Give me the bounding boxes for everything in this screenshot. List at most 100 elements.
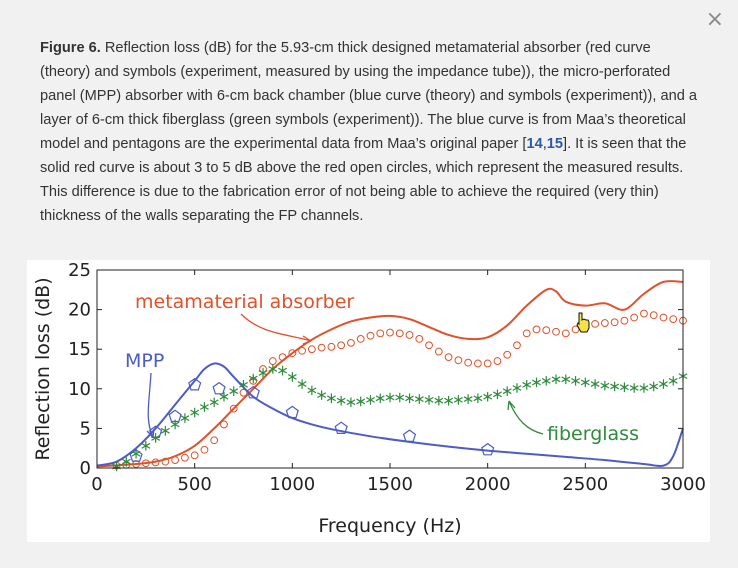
data-point-star <box>160 425 170 436</box>
data-point-star <box>395 392 405 403</box>
data-point-star <box>512 383 522 393</box>
data-point-star <box>483 391 493 402</box>
annotation-arrowhead-metamaterial <box>302 335 312 345</box>
x-tick-label: 1500 <box>367 474 413 495</box>
data-point-circle <box>513 341 521 350</box>
data-point-pentagon <box>246 385 260 399</box>
caption-text-1: Reflection loss (dB) for the 5.93-cm thi… <box>40 40 697 152</box>
data-point-circle <box>405 331 414 339</box>
data-point-circle <box>600 319 609 327</box>
data-point-circle <box>649 311 658 320</box>
annotation-mpp: MPP <box>125 350 164 372</box>
data-point-star <box>356 396 366 407</box>
data-point-star <box>190 407 200 418</box>
close-icon[interactable]: × <box>705 7 724 32</box>
data-point-circle <box>337 341 346 350</box>
data-point-circle <box>532 325 541 334</box>
data-point-circle <box>620 316 629 325</box>
data-point-star <box>659 379 668 389</box>
data-point-star <box>317 390 327 400</box>
annotation-arrowhead-fiberglass <box>507 400 516 411</box>
data-point-circle <box>171 456 180 464</box>
annotation-metamaterial: metamaterial absorber <box>135 291 354 313</box>
data-point-circle <box>444 353 453 362</box>
data-point-circle <box>425 341 433 350</box>
x-tick-label: 500 <box>177 474 211 495</box>
data-point-star <box>405 393 414 404</box>
data-point-circle <box>181 453 189 462</box>
data-point-star <box>580 377 590 388</box>
data-point-circle <box>483 359 492 368</box>
annotation-arrow-mpp <box>147 372 154 438</box>
y-tick-label: 10 <box>68 379 91 400</box>
data-point-circle <box>200 445 209 454</box>
data-point-star <box>492 389 502 400</box>
data-point-star <box>453 395 463 405</box>
data-point-circle <box>151 458 160 467</box>
data-point-star <box>170 419 180 430</box>
data-point-star <box>239 380 248 390</box>
data-point-circle <box>376 329 385 338</box>
data-point-star <box>297 379 307 389</box>
data-point-circle <box>220 420 228 429</box>
data-point-pentagon <box>402 429 417 442</box>
data-point-circle <box>434 347 443 356</box>
data-point-circle <box>386 328 394 337</box>
y-tick-label: 15 <box>68 339 91 360</box>
data-point-star <box>326 393 336 404</box>
data-point-circle <box>561 329 570 338</box>
data-point-star <box>336 395 346 406</box>
data-point-circle <box>268 357 277 365</box>
series-line-0 <box>96 280 684 468</box>
data-point-circle <box>347 338 355 347</box>
data-point-pentagon <box>212 381 226 395</box>
data-point-circle <box>640 309 648 318</box>
annotation-arrow-fiberglass <box>508 400 544 435</box>
data-point-star <box>590 379 600 389</box>
x-tick-label: 2500 <box>562 474 608 495</box>
x-axis-label: Frequency (Hz) <box>318 515 461 537</box>
data-point-star <box>502 386 512 396</box>
data-point-star <box>639 383 649 393</box>
x-tick-label: 1000 <box>269 474 315 495</box>
x-tick-label: 2000 <box>465 474 511 495</box>
data-point-star <box>571 376 581 386</box>
data-point-circle <box>288 349 297 358</box>
data-point-circle <box>395 329 404 338</box>
data-point-star <box>121 456 131 467</box>
figure-image: 0 500 1000 1500 2000 2500 3000 0 5 10 15 20 25 Refle… <box>27 260 710 542</box>
figure-label: Figure 6. <box>40 40 101 56</box>
caption-text-2: ]. It is seen that the solid red curve i… <box>40 136 687 224</box>
data-point-circle <box>503 350 512 359</box>
reference-link-15[interactable]: 15 <box>546 136 564 152</box>
data-point-star <box>229 386 239 396</box>
data-point-circle <box>493 357 502 365</box>
data-point-star <box>131 448 141 459</box>
reflection-loss-chart: 0 500 1000 1500 2000 2500 3000 0 5 10 15 20 25 Refle… <box>32 260 706 537</box>
data-point-pentagon <box>481 442 495 456</box>
data-point-circle <box>229 404 238 413</box>
annotation-arrowhead-mpp <box>146 428 155 438</box>
figure-caption: Figure 6. Reflection loss (dB) for the 5… <box>40 36 700 228</box>
annotation-arrow-metamaterial <box>240 313 312 342</box>
data-point-star <box>541 376 551 386</box>
data-point-star <box>668 376 678 386</box>
data-point-circle <box>552 327 560 336</box>
data-point-star <box>434 395 444 406</box>
data-point-star <box>610 381 620 392</box>
data-point-star <box>141 441 151 451</box>
data-point-star <box>463 394 473 404</box>
reference-link-14[interactable]: 14 <box>526 136 543 152</box>
data-point-pentagon <box>334 421 348 434</box>
x-tick-label: 3000 <box>660 474 706 495</box>
data-point-circle <box>190 451 199 460</box>
data-point-star <box>414 394 424 404</box>
data-point-circle <box>210 436 219 445</box>
data-point-star <box>180 413 190 423</box>
data-point-circle <box>610 318 619 327</box>
data-point-star <box>385 392 395 403</box>
data-point-circle <box>141 459 150 468</box>
data-point-circle <box>591 319 599 328</box>
data-point-star <box>268 364 278 374</box>
